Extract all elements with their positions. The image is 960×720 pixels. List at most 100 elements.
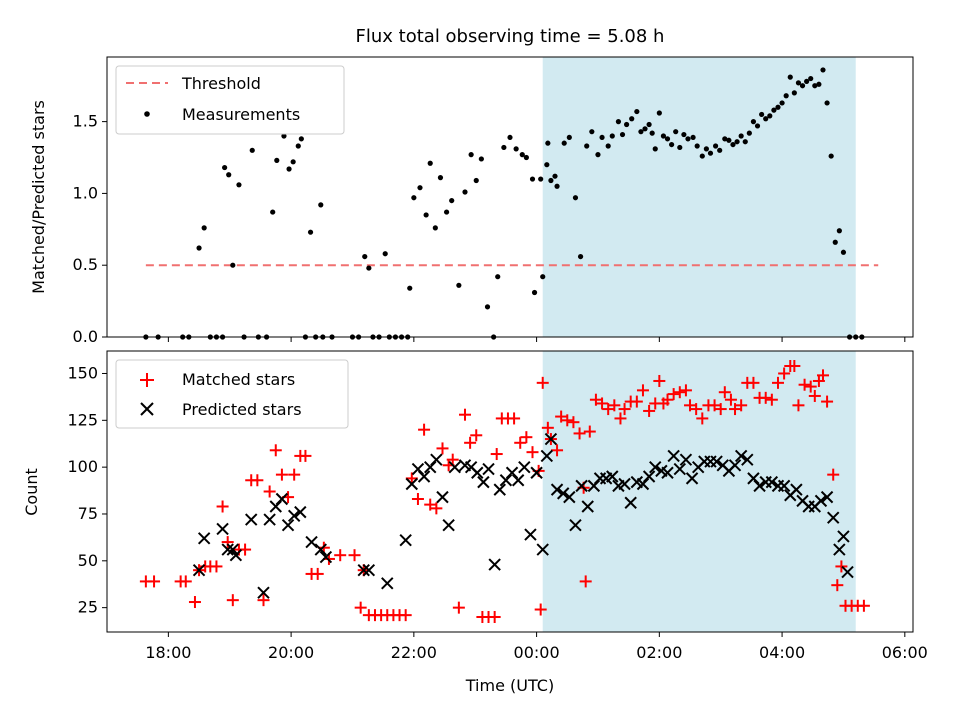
measurement-point bbox=[566, 134, 572, 141]
measurement-point bbox=[538, 176, 544, 182]
matched-star-point bbox=[288, 468, 301, 481]
measurement-point bbox=[694, 143, 700, 149]
matched-star-point bbox=[831, 579, 844, 592]
bottom-y-tick-label: 150 bbox=[67, 363, 98, 382]
matched-star-point bbox=[653, 374, 666, 387]
legend-measurements-label: Measurements bbox=[182, 105, 300, 124]
top-y-tick-label: 0.5 bbox=[73, 255, 98, 274]
measurement-point bbox=[599, 134, 605, 141]
measurement-point bbox=[634, 108, 640, 115]
predicted-star-point bbox=[314, 543, 327, 556]
matched-star-point bbox=[771, 376, 784, 389]
predicted-star-point bbox=[229, 548, 243, 562]
measurement-point bbox=[523, 154, 529, 161]
measurement-point bbox=[836, 228, 842, 234]
measurement-point bbox=[791, 90, 797, 96]
measurement-point bbox=[290, 159, 296, 165]
measurement-point bbox=[820, 67, 826, 73]
matched-star-point bbox=[747, 376, 760, 389]
predicted-star-point bbox=[642, 470, 656, 483]
measurement-point bbox=[707, 150, 714, 156]
predicted-star-point bbox=[550, 483, 564, 496]
predicted-star-point bbox=[362, 563, 376, 577]
matched-star-point bbox=[210, 560, 223, 573]
measurement-point bbox=[824, 100, 830, 106]
matched-star-point bbox=[724, 393, 737, 406]
matched-star-point bbox=[579, 575, 592, 588]
matched-star-point bbox=[188, 596, 201, 609]
measurement-point bbox=[669, 141, 675, 148]
measurement-point bbox=[787, 74, 793, 80]
matched-star-point bbox=[520, 431, 533, 444]
measurement-point bbox=[519, 152, 525, 158]
matched-star-point bbox=[536, 376, 549, 389]
matched-star-point bbox=[269, 444, 282, 457]
legend-threshold-label: Threshold bbox=[181, 74, 261, 93]
matched-star-point bbox=[458, 408, 471, 421]
bottom-y-tick-label: 100 bbox=[67, 457, 98, 476]
matched-star-point bbox=[148, 575, 161, 588]
measurement-point bbox=[804, 78, 810, 85]
measurements-series bbox=[143, 67, 865, 340]
bottom-observing-window-shade bbox=[542, 351, 856, 632]
predicted-star-point bbox=[679, 453, 693, 466]
predicted-star-point bbox=[448, 460, 461, 474]
matched-star-point bbox=[411, 492, 424, 505]
predicted-star-point bbox=[734, 449, 748, 463]
measurement-point bbox=[828, 153, 834, 159]
measurement-point bbox=[407, 285, 413, 291]
measurement-point bbox=[763, 116, 769, 122]
measurement-point bbox=[307, 229, 314, 235]
measurement-point bbox=[660, 133, 667, 139]
predicted-star-point bbox=[417, 470, 431, 483]
measurement-point bbox=[222, 164, 228, 171]
matched-star-point bbox=[643, 404, 656, 417]
measurement-point bbox=[816, 81, 822, 87]
matched-star-point bbox=[216, 500, 229, 513]
matched-star-point bbox=[804, 380, 817, 393]
measurement-point bbox=[540, 274, 546, 280]
predicted-star-point bbox=[710, 455, 723, 468]
matched-star-point bbox=[808, 389, 821, 402]
matched-star-point bbox=[788, 359, 801, 372]
matched-star-point bbox=[541, 421, 554, 434]
matched-star-point bbox=[661, 393, 674, 406]
measurement-point bbox=[759, 111, 765, 118]
measurement-point bbox=[286, 166, 292, 172]
figure-title: Flux total observing time = 5.08 h bbox=[356, 26, 665, 47]
predicted-star-point bbox=[192, 563, 206, 577]
matched-star-point bbox=[299, 449, 312, 462]
matched-star-point bbox=[759, 391, 772, 404]
predicted-star-point bbox=[405, 477, 419, 491]
measurement-point bbox=[468, 152, 474, 158]
predicted-star-point bbox=[221, 543, 234, 556]
top-axis-ticks: 0.0 0.5 1.0 1.5 bbox=[73, 112, 906, 346]
matched-star-point bbox=[792, 399, 805, 412]
predicted-star-point bbox=[287, 509, 301, 523]
matched-star-point bbox=[602, 403, 615, 416]
top-plot-frame bbox=[106, 56, 914, 338]
measurement-point bbox=[799, 83, 806, 89]
matched-star-point bbox=[636, 384, 649, 397]
measurement-point bbox=[649, 130, 655, 136]
measurement-point bbox=[609, 133, 615, 139]
measurement-point bbox=[495, 274, 501, 280]
measurement-point bbox=[646, 121, 652, 128]
measurement-point bbox=[832, 239, 838, 245]
predicted-star-point bbox=[263, 513, 276, 526]
matched-star-point bbox=[679, 384, 692, 397]
matched-star-point bbox=[430, 502, 443, 515]
matched-star-point bbox=[424, 498, 437, 511]
bottom-y-tick-label: 75 bbox=[78, 504, 98, 523]
measurement-point bbox=[561, 140, 567, 146]
matched-star-point bbox=[526, 446, 539, 459]
measurement-point bbox=[513, 146, 519, 152]
predicted-star-point bbox=[436, 490, 449, 504]
predicted-star-point bbox=[319, 550, 333, 564]
predicted-star-point bbox=[442, 519, 455, 532]
predicted-star-point bbox=[563, 490, 576, 504]
predicted-star-point bbox=[581, 500, 594, 513]
matched-star-point bbox=[596, 397, 609, 410]
matched-star-point bbox=[835, 560, 848, 573]
